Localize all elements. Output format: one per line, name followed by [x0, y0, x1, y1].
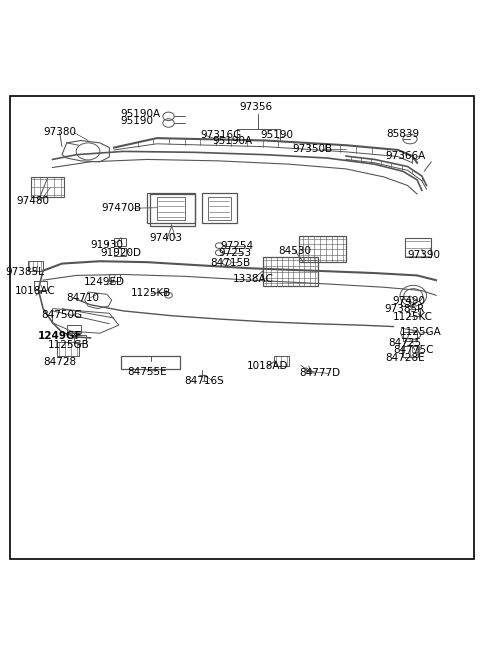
Bar	[150, 193, 194, 226]
Text: 95190A: 95190A	[120, 109, 160, 119]
Text: 97253: 97253	[218, 248, 252, 257]
Text: 97385R: 97385R	[384, 303, 424, 314]
Bar	[263, 257, 318, 286]
Text: 1018AC: 1018AC	[15, 286, 56, 295]
Bar	[156, 197, 185, 219]
Bar	[57, 342, 79, 356]
Bar	[147, 193, 194, 223]
Text: 1249ED: 1249ED	[84, 276, 125, 287]
Text: 97390: 97390	[408, 250, 441, 260]
Text: 97380: 97380	[43, 128, 76, 138]
Bar	[34, 281, 47, 290]
Bar	[208, 197, 230, 219]
Bar	[274, 356, 289, 366]
Text: 84777D: 84777D	[300, 368, 341, 379]
Text: 84725: 84725	[389, 338, 422, 348]
Text: 97403: 97403	[150, 233, 183, 244]
Bar	[401, 299, 410, 306]
Text: 84530: 84530	[278, 246, 312, 256]
Text: 91930: 91930	[91, 240, 123, 250]
Bar	[109, 274, 120, 281]
Bar	[114, 238, 126, 246]
Text: 97470B: 97470B	[101, 203, 141, 213]
Bar	[403, 332, 417, 341]
Text: 84728E: 84728E	[385, 353, 425, 364]
Text: 97254: 97254	[221, 240, 254, 251]
Bar	[28, 261, 43, 271]
Text: 97480: 97480	[16, 196, 49, 206]
Text: 1125KB: 1125KB	[131, 288, 171, 299]
Text: 97356: 97356	[240, 102, 273, 113]
Text: 1125GA: 1125GA	[400, 328, 442, 337]
Text: 1125KC: 1125KC	[393, 312, 433, 322]
Text: 84728: 84728	[43, 357, 76, 367]
Text: 84715B: 84715B	[210, 257, 250, 268]
Bar	[202, 193, 237, 223]
Bar	[405, 238, 431, 257]
Bar	[408, 309, 420, 316]
Text: 97350B: 97350B	[293, 143, 333, 153]
Text: 1338AC: 1338AC	[232, 274, 273, 284]
Text: 95190: 95190	[260, 130, 293, 140]
Text: 84755E: 84755E	[127, 367, 167, 377]
Text: 1249GF: 1249GF	[37, 331, 82, 341]
Bar	[121, 356, 180, 369]
Text: 95190: 95190	[120, 116, 153, 126]
Text: 84750G: 84750G	[41, 310, 83, 320]
Text: 1018AD: 1018AD	[247, 362, 288, 371]
Bar	[412, 346, 420, 352]
Text: 84716S: 84716S	[184, 376, 224, 386]
Text: 1125GB: 1125GB	[48, 341, 90, 350]
Text: 91920D: 91920D	[101, 248, 142, 257]
Text: 84775C: 84775C	[393, 345, 433, 355]
Bar	[114, 248, 126, 257]
Bar	[299, 236, 346, 262]
Text: 85839: 85839	[386, 129, 420, 140]
Text: 84710: 84710	[66, 293, 99, 303]
Bar	[74, 335, 86, 343]
Text: 97316G: 97316G	[200, 130, 241, 140]
Bar	[67, 325, 81, 333]
Text: 97385L: 97385L	[6, 267, 45, 276]
Text: 97490: 97490	[393, 295, 426, 305]
Bar	[31, 178, 64, 197]
Bar	[402, 346, 419, 357]
Text: 95190A: 95190A	[212, 136, 252, 147]
Text: 97366A: 97366A	[385, 151, 425, 161]
